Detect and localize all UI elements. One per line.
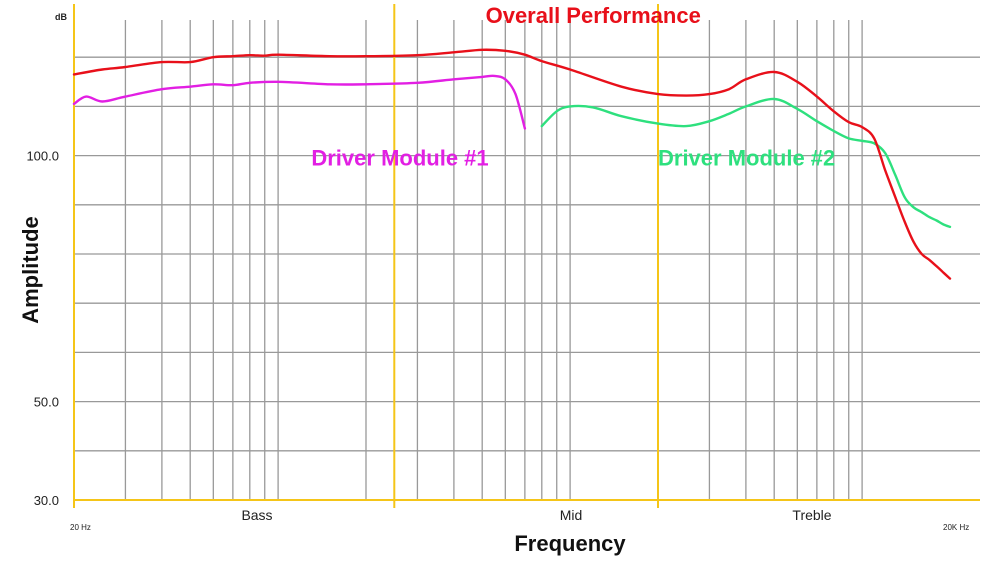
y-axis-title: Amplitude [18,216,43,324]
series-label-driver-module-1: Driver Module #1 [311,145,488,170]
series-line-driver-module-2 [540,97,952,229]
x-start-label: 20 Hz [70,523,91,532]
minor-grid [74,20,980,500]
band-lines [73,4,659,508]
band-label-bass: Bass [241,507,272,523]
band-label-mid: Mid [560,507,583,523]
y-tick-label: 100.0 [26,149,59,164]
series-line-overall-performance [72,48,952,280]
series-label-overall-performance: Overall Performance [486,3,701,28]
x-axis-title: Frequency [514,531,626,556]
series-annotations: Overall Performance Driver Module #1 Drive… [311,3,835,171]
y-tick-labels: 100.0 50.0 30.0 [26,149,59,508]
series-label-driver-module-2: Driver Module #2 [658,145,835,170]
band-label-treble: Treble [792,507,831,523]
series-lines [72,48,952,280]
series-line-driver-module-1 [72,74,527,130]
y-unit-label: dB [55,12,67,22]
y-tick-label: 50.0 [34,395,59,410]
y-tick-label: 30.0 [34,493,59,508]
x-end-label: 20K Hz [943,523,969,532]
